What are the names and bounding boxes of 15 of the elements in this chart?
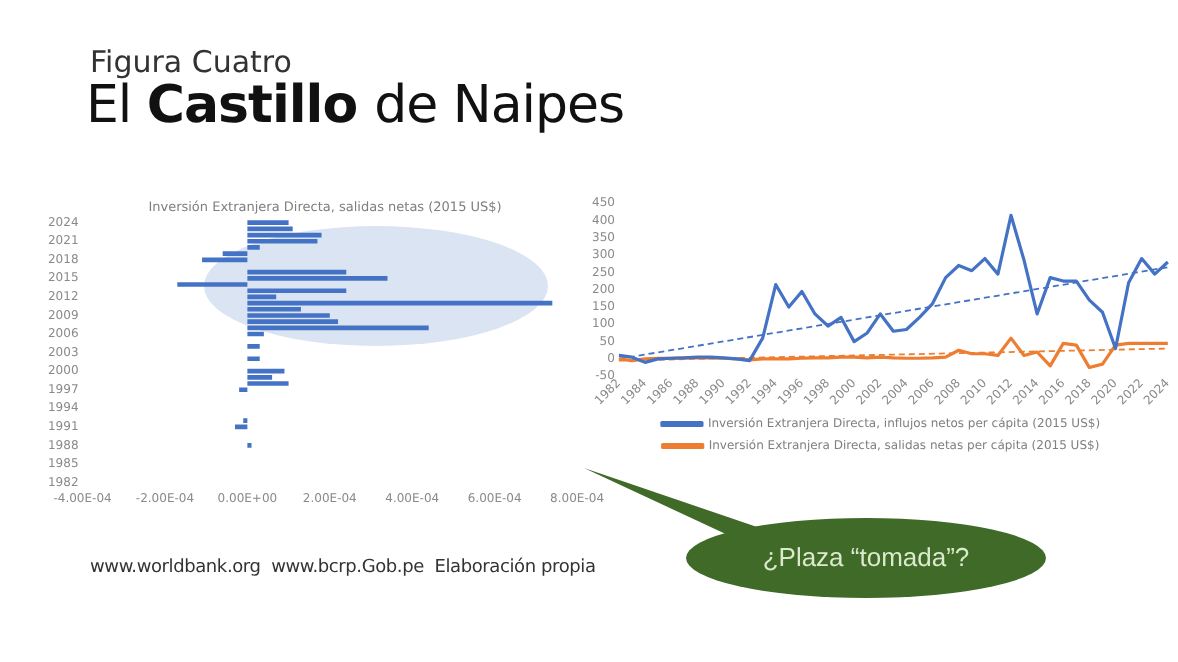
text: Figura Cuatro (90, 44, 292, 80)
bar (247, 381, 289, 386)
bar (247, 276, 388, 281)
bar (247, 356, 260, 362)
text: ¿Plaza “tomada”? (760, 542, 972, 572)
bar (247, 288, 347, 294)
text: www.worldbank.org www.bcrp.Gob.pe Elaboración propia (90, 558, 596, 578)
bar (247, 220, 289, 226)
bar (247, 344, 260, 349)
bar (247, 313, 330, 318)
bar (177, 282, 248, 287)
text: El Castillo de Naipes (86, 76, 625, 136)
bar (239, 387, 248, 393)
bar (247, 238, 318, 244)
bar (202, 257, 248, 263)
